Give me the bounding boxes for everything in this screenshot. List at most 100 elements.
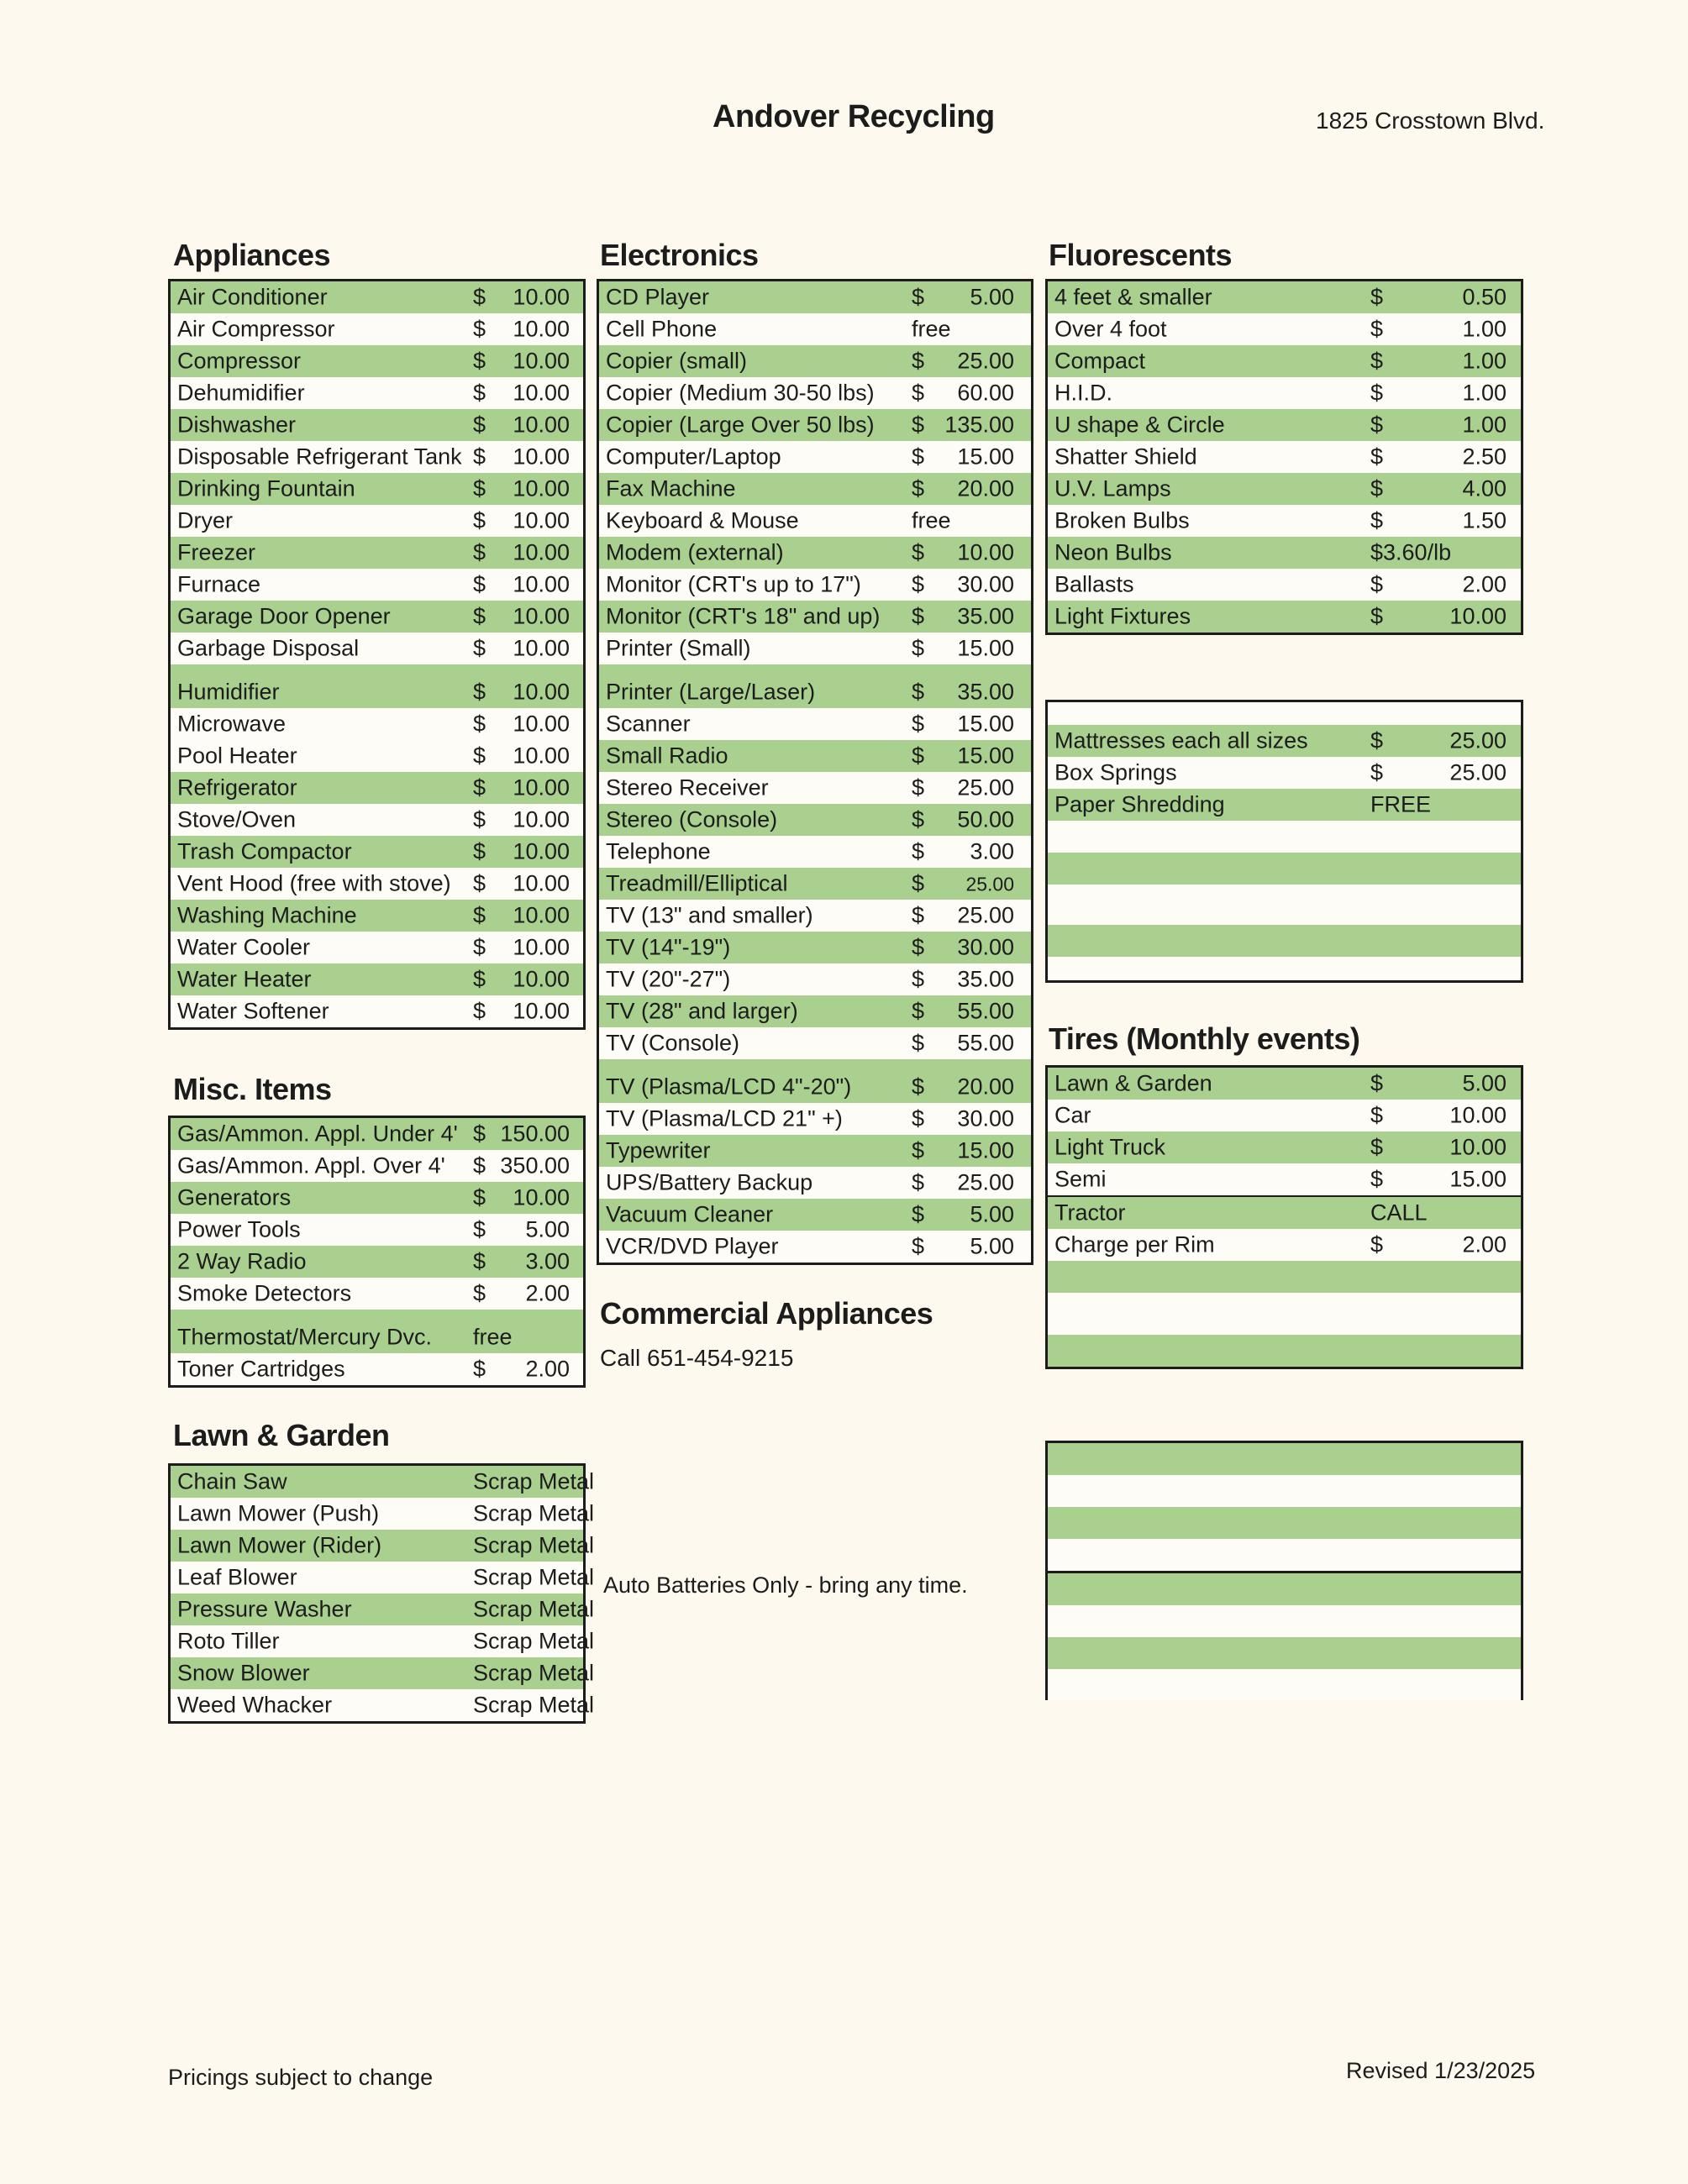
item-price: free bbox=[912, 317, 1014, 343]
page-title: Andover Recycling bbox=[713, 99, 995, 134]
currency-symbol: $ bbox=[1370, 316, 1384, 342]
footer-disclaimer: Pricings subject to change bbox=[168, 2065, 434, 2090]
stripe-row bbox=[1048, 702, 1521, 725]
price-text: Scrap Metal bbox=[473, 1468, 595, 1494]
item-price: $10.00 bbox=[473, 381, 570, 407]
price-row: TV (Plasma/LCD 21" +) $30.00 bbox=[599, 1103, 1031, 1135]
price-row: Drinking Fountain $10.00 bbox=[171, 473, 583, 505]
price-row: Fax Machine $20.00 bbox=[599, 473, 1031, 505]
item-label: Drinking Fountain bbox=[177, 475, 355, 501]
price-amount: 35.00 bbox=[957, 966, 1014, 992]
currency-symbol: $ bbox=[473, 1280, 486, 1306]
price-text: free bbox=[912, 316, 951, 342]
item-label: Mattresses each all sizes bbox=[1054, 727, 1308, 753]
currency-symbol: $ bbox=[473, 284, 486, 310]
price-row: Microwave $10.00 bbox=[171, 708, 583, 740]
price-text: free bbox=[912, 507, 951, 533]
item-label: TV (14"-19") bbox=[606, 934, 731, 960]
currency-symbol: $ bbox=[912, 539, 925, 565]
currency-symbol: $ bbox=[1370, 507, 1384, 533]
price-row: Lawn & Garden $5.00 bbox=[1048, 1068, 1521, 1100]
item-label: Paper Shredding bbox=[1054, 791, 1225, 817]
price-row: Tractor CALL bbox=[1048, 1195, 1521, 1229]
item-price: $4.00 bbox=[1370, 476, 1507, 502]
stripe-row bbox=[1048, 885, 1521, 925]
auto-batteries-note: Auto Batteries Only - bring any time. bbox=[603, 1572, 968, 1598]
price-amount: 2.00 bbox=[1462, 1231, 1507, 1257]
currency-symbol: $ bbox=[473, 1356, 486, 1382]
currency-symbol: $ bbox=[1370, 1166, 1384, 1192]
price-amount: 1.50 bbox=[1462, 507, 1507, 533]
currency-symbol: $ bbox=[473, 571, 486, 597]
section-heading-electronics: Electronics bbox=[600, 238, 759, 272]
price-amount: 25.00 bbox=[1449, 727, 1507, 753]
item-label: Small Radio bbox=[606, 743, 728, 769]
price-row: Scanner $15.00 bbox=[599, 708, 1031, 740]
item-label: Compact bbox=[1054, 348, 1146, 374]
item-price: $10.00 bbox=[473, 871, 570, 897]
item-price: $10.00 bbox=[473, 775, 570, 801]
price-amount: 10.00 bbox=[1449, 603, 1507, 629]
stripe-row bbox=[1048, 1293, 1521, 1335]
item-label: Water Softener bbox=[177, 998, 329, 1024]
price-row: TV (28" and larger) $55.00 bbox=[599, 995, 1031, 1027]
currency-symbol: $ bbox=[473, 539, 486, 565]
price-text: Scrap Metal bbox=[473, 1692, 595, 1718]
price-row: Monitor (CRT's 18" and up) $35.00 bbox=[599, 601, 1031, 633]
item-price: $10.00 bbox=[1370, 1135, 1507, 1161]
item-label: TV (28" and larger) bbox=[606, 998, 798, 1024]
price-row: Printer (Large/Laser) $35.00 bbox=[599, 676, 1031, 708]
price-amount: 10.00 bbox=[513, 475, 570, 501]
item-price: $10.00 bbox=[473, 1185, 570, 1211]
currency-symbol: $ bbox=[912, 1201, 925, 1227]
item-price: $15.00 bbox=[912, 444, 1014, 470]
item-label: Printer (Small) bbox=[606, 635, 751, 661]
price-amount: 10.00 bbox=[513, 316, 570, 342]
item-label: Vent Hood (free with stove) bbox=[177, 870, 451, 896]
item-price: $35.00 bbox=[912, 967, 1014, 993]
price-amount: 10.00 bbox=[957, 539, 1014, 565]
item-price: $25.00 bbox=[912, 349, 1014, 375]
price-row: Paper Shredding FREE bbox=[1048, 789, 1521, 821]
currency-symbol: $ bbox=[912, 1030, 925, 1056]
item-label: Tractor bbox=[1054, 1200, 1126, 1226]
item-price: $0.50 bbox=[1370, 285, 1507, 311]
currency-symbol: $ bbox=[1370, 348, 1384, 374]
currency-symbol: $ bbox=[912, 679, 925, 705]
price-row: U shape & Circle $1.00 bbox=[1048, 409, 1521, 441]
price-amount: 5.00 bbox=[525, 1216, 570, 1242]
item-label: Thermostat/Mercury Dvc. bbox=[177, 1324, 433, 1350]
item-label: Printer (Large/Laser) bbox=[606, 679, 816, 705]
item-label: TV (Plasma/LCD 21" +) bbox=[606, 1105, 843, 1131]
item-price: $10.00 bbox=[1370, 1103, 1507, 1129]
currency-symbol: $ bbox=[1370, 1102, 1384, 1128]
item-price: $25.00 bbox=[912, 1170, 1014, 1196]
currency-symbol: $ bbox=[912, 966, 925, 992]
item-price: $10.00 bbox=[473, 711, 570, 738]
price-row: Typewriter $15.00 bbox=[599, 1135, 1031, 1167]
item-label: Neon Bulbs bbox=[1054, 539, 1172, 565]
item-label: Treadmill/Elliptical bbox=[606, 870, 788, 896]
item-label: Garage Door Opener bbox=[177, 603, 391, 629]
price-row: Charge per Rim $2.00 bbox=[1048, 1229, 1521, 1261]
misc-items-table: Gas/Ammon. Appl. Under 4' $150.00 Gas/Ammo… bbox=[168, 1116, 586, 1388]
price-text: Scrap Metal bbox=[473, 1564, 595, 1590]
price-amount: 10.00 bbox=[513, 743, 570, 769]
price-amount: 15.00 bbox=[957, 444, 1014, 470]
currency-symbol: $ bbox=[473, 1248, 486, 1274]
currency-symbol: $ bbox=[1370, 380, 1384, 406]
item-price: $25.00 bbox=[912, 871, 1014, 897]
item-label: Water Heater bbox=[177, 966, 312, 992]
price-amount: 5.00 bbox=[970, 284, 1014, 310]
price-row: Chain Saw Scrap Metal bbox=[171, 1466, 594, 1498]
stripe-row bbox=[1048, 1571, 1521, 1605]
price-row: TV (14"-19") $30.00 bbox=[599, 932, 1031, 963]
item-label: U shape & Circle bbox=[1054, 412, 1225, 438]
item-price: $5.00 bbox=[912, 1202, 1014, 1228]
price-row: Washing Machine $10.00 bbox=[171, 900, 583, 932]
item-price: $1.50 bbox=[1370, 508, 1507, 534]
price-amount: 10.00 bbox=[513, 838, 570, 864]
price-text: Scrap Metal bbox=[473, 1660, 595, 1686]
price-row: Water Cooler $10.00 bbox=[171, 932, 583, 963]
stripe-row bbox=[1048, 1475, 1521, 1507]
